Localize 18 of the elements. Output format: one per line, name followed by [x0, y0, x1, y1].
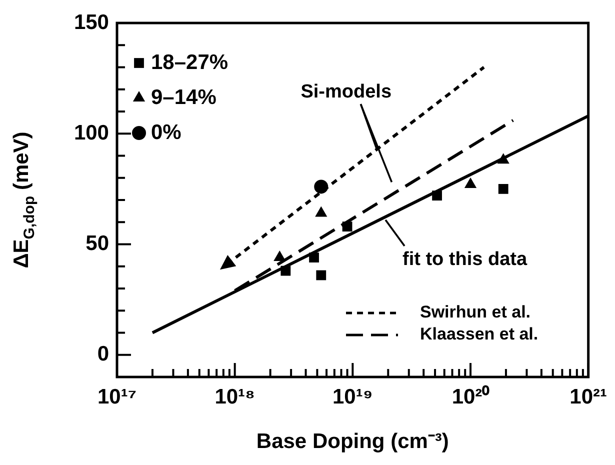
legend-label: 18–27% [151, 50, 228, 74]
y-tick-label: 0 [97, 342, 109, 366]
x-tick-label: 10²⁰ [452, 384, 490, 408]
legend-label: 9–14% [151, 86, 217, 109]
legend-label: Klaassen et al. [420, 324, 538, 344]
y-tick-label: 150 [74, 10, 109, 34]
legend-label: Swirhun et al. [420, 302, 531, 322]
y-axis-title: ΔEG,dop (meV) [10, 132, 38, 268]
x-axis-title: Base Doping (cm⁻³) [256, 430, 449, 453]
y-tick-label: 100 [74, 121, 109, 144]
annotation: Si-models [300, 81, 392, 102]
x-tick-label: 10¹⁹ [332, 385, 373, 408]
legend-label: 0% [151, 120, 182, 144]
x-tick-label: 10¹⁸ [214, 385, 255, 408]
annotation: fit to this data [402, 249, 528, 270]
y-tick-label: 50 [86, 232, 109, 256]
x-tick-label: 10²¹ [570, 385, 608, 408]
x-tick-label: 10¹⁷ [97, 385, 137, 408]
